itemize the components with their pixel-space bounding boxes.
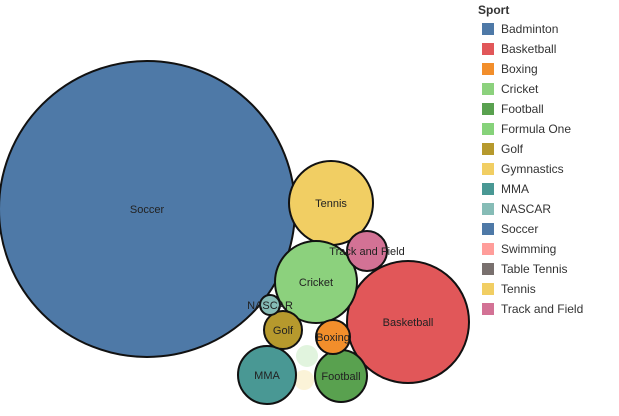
legend-swatch — [482, 123, 494, 135]
bubble-label-golf: Golf — [273, 325, 294, 337]
bubble-label-mma: MMA — [254, 370, 280, 382]
bubble-chart: Soccer Basketball Tennis Cricket Track and F… — [0, 60, 470, 405]
legend-item-tennis[interactable]: Tennis — [474, 279, 614, 299]
bubble-label-football: Football — [321, 371, 360, 383]
legend-items: Badminton Basketball Boxing Cricket Football… — [474, 19, 614, 319]
legend-item-track-and-field[interactable]: Track and Field — [474, 299, 614, 319]
legend-swatch — [482, 223, 494, 235]
legend-item-table-tennis[interactable]: Table Tennis — [474, 259, 614, 279]
bubble-label-basketball: Basketball — [383, 317, 434, 329]
bubble-track-and-field[interactable] — [346, 230, 388, 272]
legend-title: Sport — [478, 3, 510, 17]
legend-label: Track and Field — [501, 302, 584, 316]
legend-swatch — [482, 143, 494, 155]
legend-item-golf[interactable]: Golf — [474, 139, 614, 159]
legend-label: Basketball — [501, 42, 557, 56]
legend-item-basketball[interactable]: Basketball — [474, 39, 614, 59]
legend-label: Soccer — [501, 222, 539, 236]
bubble-boxing[interactable] — [315, 319, 351, 355]
bubble-basketball[interactable] — [346, 260, 470, 384]
bubble-formula-one[interactable] — [296, 345, 318, 367]
legend-swatch — [482, 23, 494, 35]
legend-label: Cricket — [501, 82, 539, 96]
bubble-nascar[interactable] — [259, 294, 281, 316]
legend-item-football[interactable]: Football — [474, 99, 614, 119]
bubble-gymnastics[interactable] — [294, 370, 314, 390]
bubble-label-nascar: NASCAR — [247, 300, 293, 312]
legend-swatch — [482, 43, 494, 55]
legend-item-gymnastics[interactable]: Gymnastics — [474, 159, 614, 179]
legend-item-cricket[interactable]: Cricket — [474, 79, 614, 99]
legend-label: MMA — [501, 182, 529, 196]
legend-swatch — [482, 163, 494, 175]
legend-label: Football — [501, 102, 544, 116]
legend-label: Badminton — [501, 22, 559, 36]
legend-label: Boxing — [501, 62, 538, 76]
legend-item-soccer[interactable]: Soccer — [474, 219, 614, 239]
legend-item-nascar[interactable]: NASCAR — [474, 199, 614, 219]
legend: Sport Badminton Basketball Boxing Cricket Fo… — [474, 2, 614, 319]
legend-label: NASCAR — [501, 202, 552, 216]
legend-swatch — [482, 243, 494, 255]
legend-label: Swimming — [501, 242, 557, 256]
legend-label: Formula One — [501, 122, 572, 136]
legend-item-mma[interactable]: MMA — [474, 179, 614, 199]
legend-item-formula-one[interactable]: Formula One — [474, 119, 614, 139]
legend-swatch — [482, 63, 494, 75]
bubble-label-track-and-field: Track and Field — [329, 246, 404, 258]
legend-label: Table Tennis — [501, 262, 568, 276]
bubble-cricket[interactable] — [274, 240, 358, 324]
legend-label: Gymnastics — [501, 162, 564, 176]
bubble-mma[interactable] — [237, 345, 297, 405]
legend-swatch — [482, 103, 494, 115]
legend-swatch — [482, 263, 494, 275]
bubble-label-soccer: Soccer — [130, 204, 165, 216]
legend-item-badminton[interactable]: Badminton — [474, 19, 614, 39]
bubble-label-tennis: Tennis — [315, 198, 347, 210]
bubble-label-boxing: Boxing — [316, 332, 350, 344]
bubble-golf[interactable] — [263, 310, 303, 350]
legend-item-boxing[interactable]: Boxing — [474, 59, 614, 79]
legend-item-swimming[interactable]: Swimming — [474, 239, 614, 259]
legend-label: Golf — [501, 142, 524, 156]
legend-label: Tennis — [501, 282, 536, 296]
bubble-label-cricket: Cricket — [299, 277, 333, 289]
legend-swatch — [482, 283, 494, 295]
legend-swatch — [482, 83, 494, 95]
legend-swatch — [482, 303, 494, 315]
legend-swatch — [482, 203, 494, 215]
legend-swatch — [482, 183, 494, 195]
